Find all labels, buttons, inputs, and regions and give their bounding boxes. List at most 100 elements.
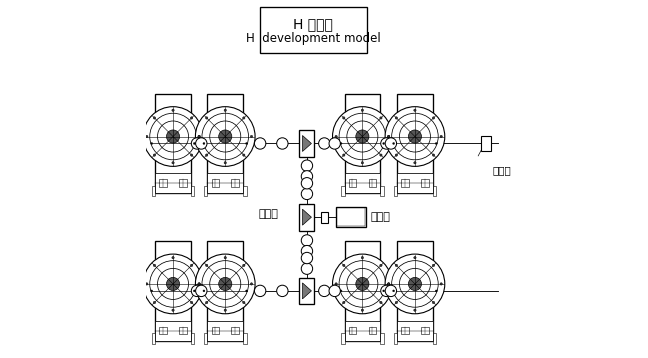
Circle shape bbox=[224, 256, 226, 259]
Circle shape bbox=[435, 142, 437, 145]
Circle shape bbox=[301, 188, 312, 200]
Circle shape bbox=[196, 138, 207, 149]
Circle shape bbox=[395, 264, 397, 267]
Circle shape bbox=[196, 107, 255, 166]
Circle shape bbox=[432, 264, 435, 267]
Circle shape bbox=[172, 109, 174, 111]
Circle shape bbox=[380, 264, 382, 267]
Circle shape bbox=[146, 135, 148, 138]
Circle shape bbox=[154, 154, 156, 156]
Circle shape bbox=[385, 285, 397, 296]
Circle shape bbox=[198, 135, 200, 138]
Circle shape bbox=[242, 117, 245, 119]
Circle shape bbox=[301, 246, 312, 257]
Circle shape bbox=[383, 142, 385, 145]
Circle shape bbox=[414, 256, 416, 259]
Circle shape bbox=[440, 135, 443, 138]
Bar bbox=[243, 333, 246, 344]
Circle shape bbox=[432, 154, 435, 156]
Circle shape bbox=[340, 142, 342, 145]
Circle shape bbox=[150, 113, 196, 160]
Circle shape bbox=[399, 121, 430, 152]
Bar bbox=[401, 327, 409, 334]
Circle shape bbox=[193, 290, 195, 292]
Text: 计数器: 计数器 bbox=[492, 165, 511, 175]
Circle shape bbox=[335, 283, 337, 285]
Circle shape bbox=[151, 290, 153, 292]
Bar bbox=[156, 173, 191, 193]
Bar bbox=[156, 321, 191, 340]
Bar bbox=[207, 173, 243, 193]
Bar bbox=[345, 321, 380, 340]
Bar bbox=[179, 179, 187, 187]
Circle shape bbox=[395, 301, 397, 304]
Circle shape bbox=[319, 285, 330, 296]
Polygon shape bbox=[303, 283, 312, 299]
Circle shape bbox=[150, 261, 196, 307]
Circle shape bbox=[198, 283, 200, 285]
Circle shape bbox=[203, 142, 205, 145]
Bar bbox=[349, 179, 356, 187]
Circle shape bbox=[432, 301, 435, 304]
Text: H  development model: H development model bbox=[246, 32, 381, 45]
Bar bbox=[260, 7, 367, 53]
Bar bbox=[421, 327, 429, 334]
Circle shape bbox=[388, 135, 390, 138]
Circle shape bbox=[339, 113, 386, 160]
Circle shape bbox=[414, 109, 416, 111]
Circle shape bbox=[395, 154, 397, 156]
Bar bbox=[159, 179, 167, 187]
Circle shape bbox=[343, 301, 345, 304]
Bar bbox=[341, 333, 345, 344]
Bar bbox=[299, 204, 314, 231]
Bar bbox=[380, 185, 384, 197]
Bar bbox=[338, 208, 365, 226]
Circle shape bbox=[157, 268, 189, 299]
Bar bbox=[345, 173, 380, 193]
Text: 转角器: 转角器 bbox=[259, 209, 279, 219]
Circle shape bbox=[383, 290, 385, 292]
Circle shape bbox=[167, 130, 179, 143]
Circle shape bbox=[242, 264, 245, 267]
Bar bbox=[152, 333, 156, 344]
Bar bbox=[433, 185, 436, 197]
Circle shape bbox=[191, 264, 192, 267]
Bar bbox=[179, 327, 187, 334]
Bar bbox=[401, 179, 409, 187]
Circle shape bbox=[432, 117, 435, 119]
Circle shape bbox=[356, 277, 369, 290]
Bar bbox=[207, 94, 243, 193]
Circle shape bbox=[224, 109, 226, 111]
Bar bbox=[393, 185, 397, 197]
Circle shape bbox=[385, 107, 445, 166]
Circle shape bbox=[172, 161, 174, 164]
Circle shape bbox=[146, 283, 148, 285]
Circle shape bbox=[224, 309, 226, 311]
Circle shape bbox=[347, 121, 378, 152]
Circle shape bbox=[388, 283, 390, 285]
Circle shape bbox=[196, 285, 207, 296]
Circle shape bbox=[218, 130, 232, 143]
Circle shape bbox=[198, 283, 200, 285]
Circle shape bbox=[172, 309, 174, 311]
Bar bbox=[204, 185, 207, 197]
Circle shape bbox=[191, 301, 192, 304]
Circle shape bbox=[242, 154, 245, 156]
Circle shape bbox=[340, 290, 342, 292]
Bar bbox=[152, 185, 156, 197]
Circle shape bbox=[205, 154, 208, 156]
Circle shape bbox=[210, 121, 241, 152]
Circle shape bbox=[343, 154, 345, 156]
Bar bbox=[204, 333, 207, 344]
Circle shape bbox=[319, 138, 330, 149]
Bar bbox=[231, 179, 239, 187]
Circle shape bbox=[391, 261, 438, 307]
Bar bbox=[159, 327, 167, 334]
Bar bbox=[369, 179, 376, 187]
Circle shape bbox=[224, 161, 226, 164]
Circle shape bbox=[361, 309, 364, 311]
Circle shape bbox=[202, 261, 249, 307]
Circle shape bbox=[210, 268, 241, 299]
Circle shape bbox=[440, 283, 443, 285]
Circle shape bbox=[380, 301, 382, 304]
